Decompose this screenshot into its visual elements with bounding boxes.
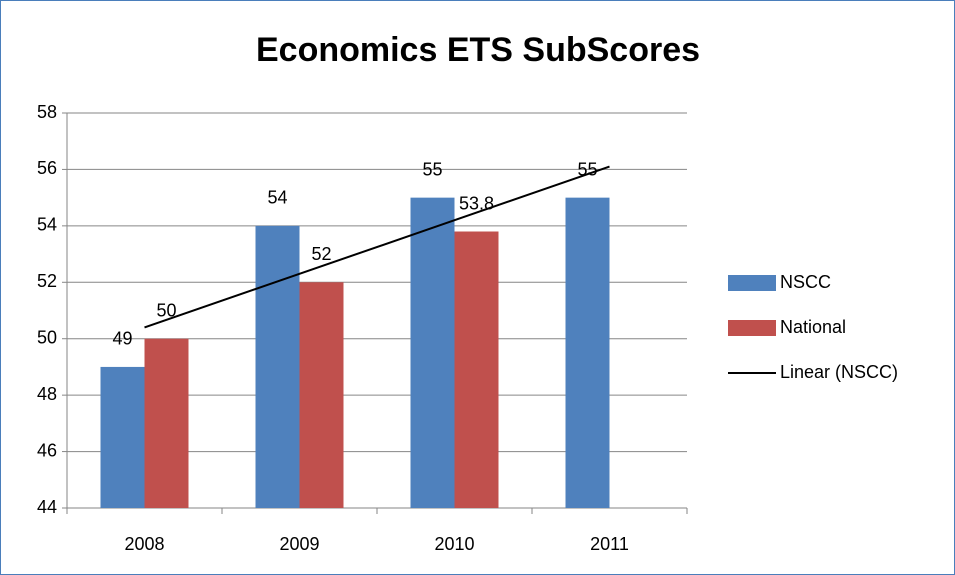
legend-label: Linear (NSCC)	[780, 362, 898, 382]
bar	[410, 197, 455, 508]
legend-label: National	[780, 317, 846, 337]
x-tick-label: 2008	[124, 534, 164, 554]
y-tick-label: 52	[37, 271, 57, 291]
legend-swatch	[728, 320, 776, 336]
bar	[100, 366, 145, 508]
trend-line	[144, 165, 610, 329]
data-label: 50	[156, 300, 176, 320]
data-label: 49	[112, 329, 132, 349]
y-tick-label: 56	[37, 158, 57, 178]
legend-label: NSCC	[780, 272, 831, 292]
chart-title: Economics ETS SubScores	[256, 31, 700, 69]
x-tick-label: 2009	[279, 534, 319, 554]
y-tick-label: 58	[37, 102, 57, 122]
bar	[255, 225, 300, 508]
x-tick-label: 2011	[590, 534, 629, 554]
legend-swatch	[728, 275, 776, 291]
x-tick-label: 2010	[434, 534, 474, 554]
data-label: 52	[311, 244, 331, 264]
y-tick-label: 48	[37, 384, 57, 404]
bar	[144, 338, 189, 508]
y-tick-label: 54	[37, 215, 57, 235]
bar	[454, 231, 499, 508]
y-tick-label: 44	[37, 497, 57, 517]
y-tick-label: 46	[37, 440, 57, 460]
data-label: 54	[267, 188, 287, 208]
bar	[565, 197, 610, 508]
data-label: 55	[422, 159, 442, 179]
y-tick-label: 50	[37, 327, 57, 347]
data-label: 53.8	[459, 193, 494, 213]
bar	[299, 282, 344, 508]
data-label: 55	[577, 159, 597, 179]
